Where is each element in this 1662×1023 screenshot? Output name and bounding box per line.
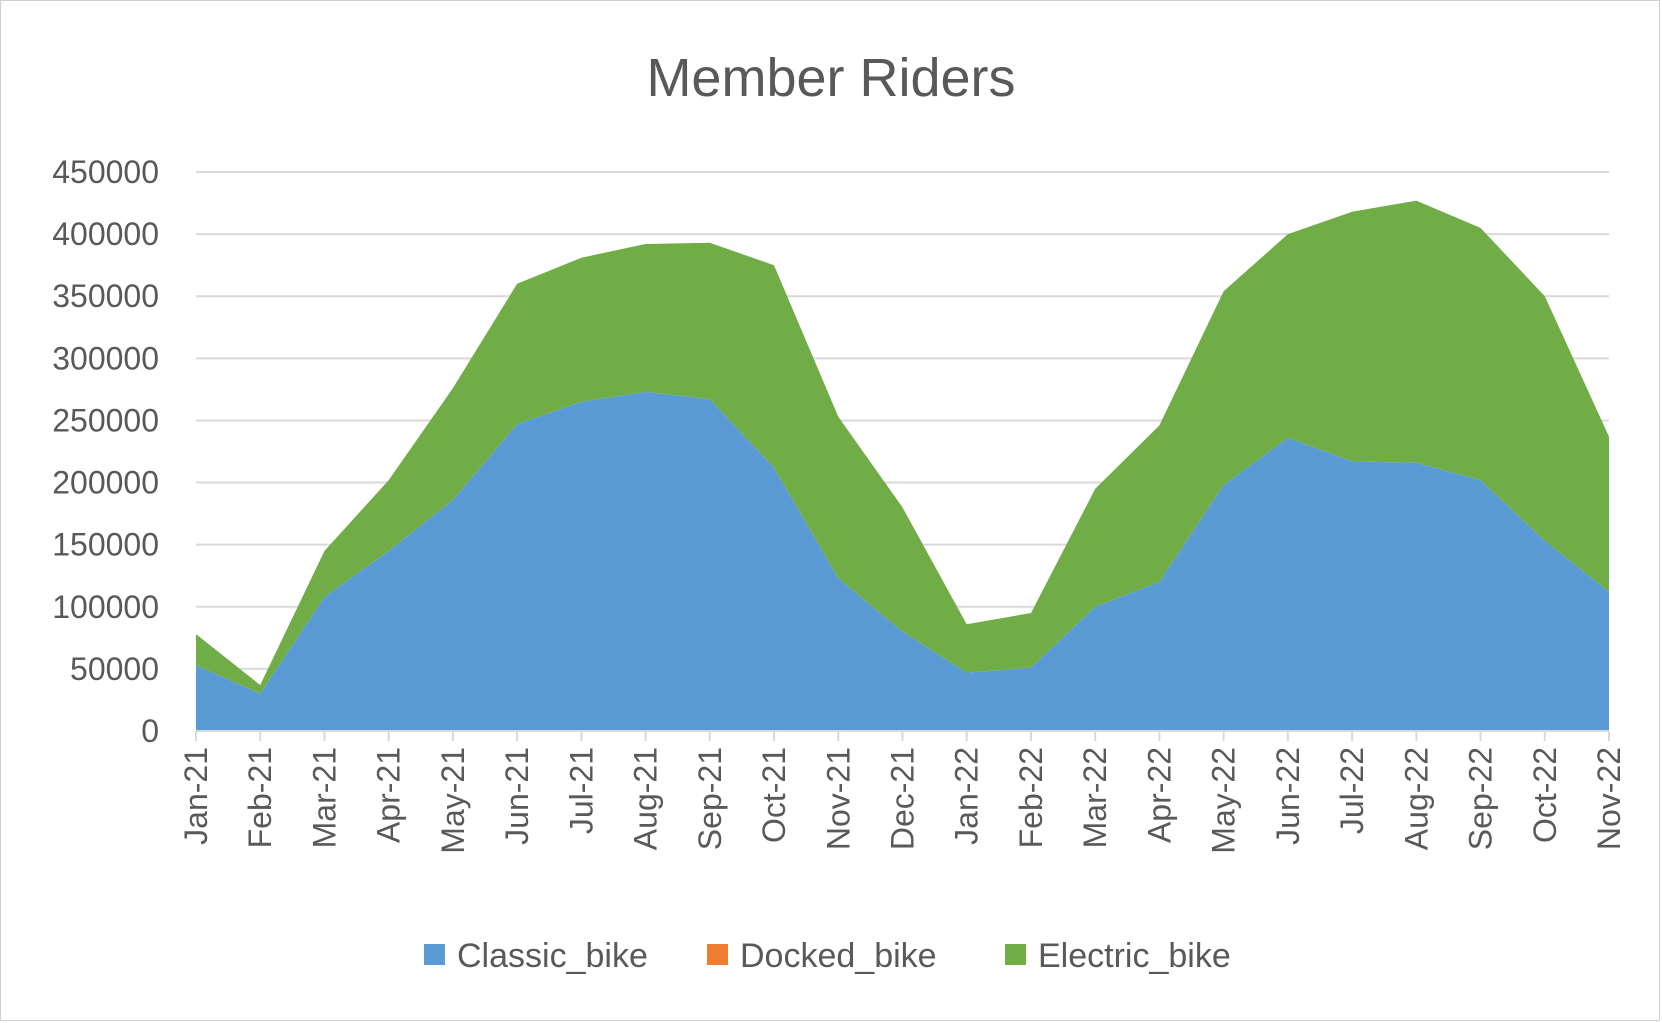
y-tick-label: 0 <box>141 713 159 749</box>
x-tick-label: Jun-21 <box>499 747 535 845</box>
x-tick-label: Apr-22 <box>1141 747 1177 843</box>
x-tick-label: Jul-21 <box>563 747 599 834</box>
legend: Classic_bike Docked_bike Electric_bike <box>424 937 1231 975</box>
x-tick-label: Aug-21 <box>628 747 664 850</box>
x-tick-label: Sep-22 <box>1463 747 1499 850</box>
x-tick-label: Apr-21 <box>371 747 407 843</box>
x-tick-label: Oct-22 <box>1527 747 1563 843</box>
x-tick-label: Sep-21 <box>692 747 728 850</box>
legend-swatch <box>707 944 728 965</box>
y-tick-label: 250000 <box>52 402 159 438</box>
x-tick-label: Nov-21 <box>820 747 856 850</box>
legend-item: Electric_bike <box>1005 937 1231 975</box>
plot-areas <box>196 200 1609 731</box>
x-tick-label: Jun-22 <box>1270 747 1306 845</box>
series-area-electric-bike <box>196 200 1609 694</box>
x-tick-label: Mar-21 <box>307 747 343 848</box>
x-tick-label: May-22 <box>1206 747 1242 854</box>
y-tick-labels: 0 50000 100000 150000 200000 250000 300000 3500… <box>52 154 159 749</box>
x-tick-label: Jan-22 <box>949 747 985 845</box>
x-tick-label: Oct-21 <box>756 747 792 843</box>
y-tick-label: 400000 <box>52 216 159 252</box>
x-tick-label: Jan-21 <box>178 747 214 845</box>
legend-item: Docked_bike <box>707 937 937 975</box>
x-tick-label: Feb-21 <box>242 747 278 848</box>
legend-label: Electric_bike <box>1038 937 1231 975</box>
x-tick-label: Nov-22 <box>1591 747 1627 850</box>
x-tick-label: Mar-22 <box>1077 747 1113 848</box>
legend-label: Docked_bike <box>740 937 937 975</box>
chart-title: Member Riders <box>646 48 1015 108</box>
axes <box>195 730 1610 741</box>
y-tick-label: 150000 <box>52 527 159 563</box>
x-tick-label: Jul-22 <box>1334 747 1370 834</box>
y-tick-label: 300000 <box>52 340 159 376</box>
y-tick-label: 200000 <box>52 465 159 501</box>
y-tick-label: 450000 <box>52 154 159 190</box>
x-tick-label: Dec-21 <box>885 747 921 850</box>
x-tick-labels: Jan-21 Feb-21 Mar-21 Apr-21 May-21 Jun-21 Jul-… <box>178 747 1627 854</box>
y-tick-label: 350000 <box>52 278 159 314</box>
legend-swatch <box>424 944 445 965</box>
y-tick-label: 100000 <box>52 589 159 625</box>
x-tick-label: May-21 <box>435 747 471 854</box>
legend-item: Classic_bike <box>424 937 648 975</box>
legend-swatch <box>1005 944 1026 965</box>
x-tick-label: Feb-22 <box>1013 747 1049 848</box>
x-tick-label: Aug-22 <box>1398 747 1434 850</box>
series-area-classic-bike <box>196 391 1609 731</box>
legend-label: Classic_bike <box>457 937 648 975</box>
y-tick-label: 50000 <box>70 651 159 687</box>
